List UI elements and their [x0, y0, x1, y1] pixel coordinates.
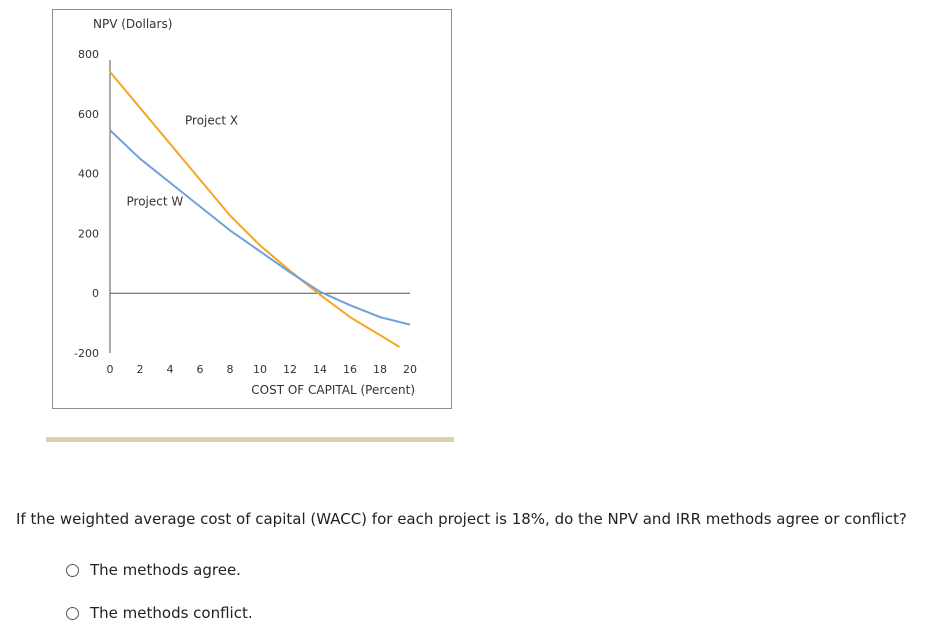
option-agree[interactable]: The methods agree. [66, 561, 241, 579]
x-tick-label: 20 [403, 363, 417, 376]
x-tick-label: 14 [313, 363, 327, 376]
series-line-project-w [109, 129, 411, 326]
x-tick-label: 0 [107, 363, 114, 376]
x-axis-label: COST OF CAPITAL (Percent) [251, 383, 415, 397]
option-conflict-label: The methods conflict. [90, 604, 253, 622]
annotation-project-w: Project W [127, 195, 184, 209]
y-axis-label: NPV (Dollars) [93, 17, 172, 31]
x-tick-label: 2 [137, 363, 144, 376]
x-tick-label: 12 [283, 363, 297, 376]
series-line-project-x [109, 71, 401, 348]
annotation-project-x: Project X [185, 113, 238, 127]
option-conflict[interactable]: The methods conflict. [66, 604, 253, 622]
y-tick-label: 0 [92, 287, 99, 300]
npv-chart: 800 600 400 200 0 -200 0 2 4 6 8 10 12 14 16 18 20 NPV (D… [74, 17, 417, 397]
x-tick-label: 18 [373, 363, 387, 376]
y-tick-label: -200 [74, 347, 99, 360]
x-tick-label: 10 [253, 363, 267, 376]
x-tick-label: 16 [343, 363, 357, 376]
y-tick-label: 200 [78, 227, 99, 240]
x-tick-label: 4 [167, 363, 174, 376]
question-text: If the weighted average cost of capital … [16, 510, 907, 528]
y-tick-label: 400 [78, 168, 99, 181]
x-tick-label: 8 [227, 363, 234, 376]
option-agree-label: The methods agree. [90, 561, 241, 579]
radio-conflict[interactable] [66, 606, 79, 620]
section-divider [46, 437, 454, 442]
x-tick-label: 6 [197, 363, 204, 376]
y-tick-label: 600 [78, 108, 99, 121]
npv-profile-figure: 800 600 400 200 0 -200 0 2 4 6 8 10 12 14 16 18 20 NPV (D… [52, 9, 452, 409]
radio-agree[interactable] [66, 563, 79, 577]
y-tick-label: 800 [78, 48, 99, 61]
